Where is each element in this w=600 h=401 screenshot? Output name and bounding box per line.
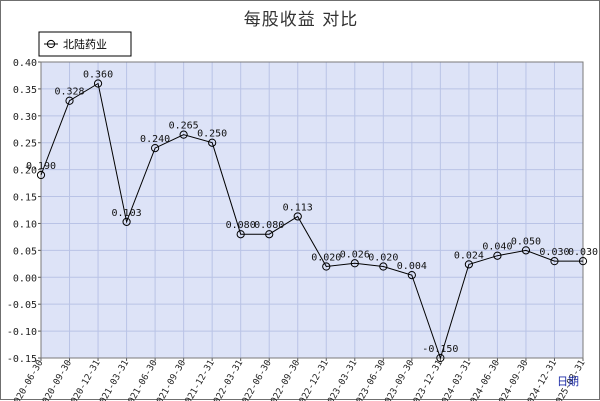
data-label: 0.030 xyxy=(539,247,569,258)
legend-label: 北陆药业 xyxy=(63,37,107,51)
data-label: 0.328 xyxy=(54,87,84,98)
y-tick-label: 0.40 xyxy=(13,58,37,69)
y-tick-label: 0.25 xyxy=(13,139,37,150)
y-tick-label: 0.30 xyxy=(13,112,37,123)
data-label: 0.026 xyxy=(340,249,370,260)
y-tick-label: -0.15 xyxy=(7,354,37,365)
y-tick-label: 0.35 xyxy=(13,85,37,96)
data-label: 0.030 xyxy=(568,247,598,258)
data-label: 0.190 xyxy=(26,161,56,172)
data-label: 0.265 xyxy=(169,121,199,132)
y-tick-label: -0.05 xyxy=(7,300,37,311)
data-label: 0.103 xyxy=(112,208,142,219)
data-label: 0.360 xyxy=(83,70,113,81)
data-label: 0.050 xyxy=(511,236,541,247)
data-label: 0.020 xyxy=(368,253,398,264)
data-label: 0.240 xyxy=(140,134,170,145)
y-tick-label: 0.15 xyxy=(13,193,37,204)
data-label: 0.004 xyxy=(397,261,427,272)
data-label: 0.113 xyxy=(283,202,313,213)
data-label: 0.040 xyxy=(482,242,512,253)
y-tick-label: 0.05 xyxy=(13,246,37,257)
data-label: 0.080 xyxy=(254,220,284,231)
data-label: 0.024 xyxy=(454,250,484,261)
y-tick-label: 0.10 xyxy=(13,219,37,230)
y-tick-label: -0.10 xyxy=(7,327,37,338)
data-label: 0.080 xyxy=(226,220,256,231)
y-tick-label: 0.00 xyxy=(13,273,37,284)
data-label: -0.150 xyxy=(422,344,458,355)
x-axis-label: 日期 xyxy=(557,375,579,388)
data-label: 0.250 xyxy=(197,129,227,140)
data-label: 0.020 xyxy=(311,253,341,264)
